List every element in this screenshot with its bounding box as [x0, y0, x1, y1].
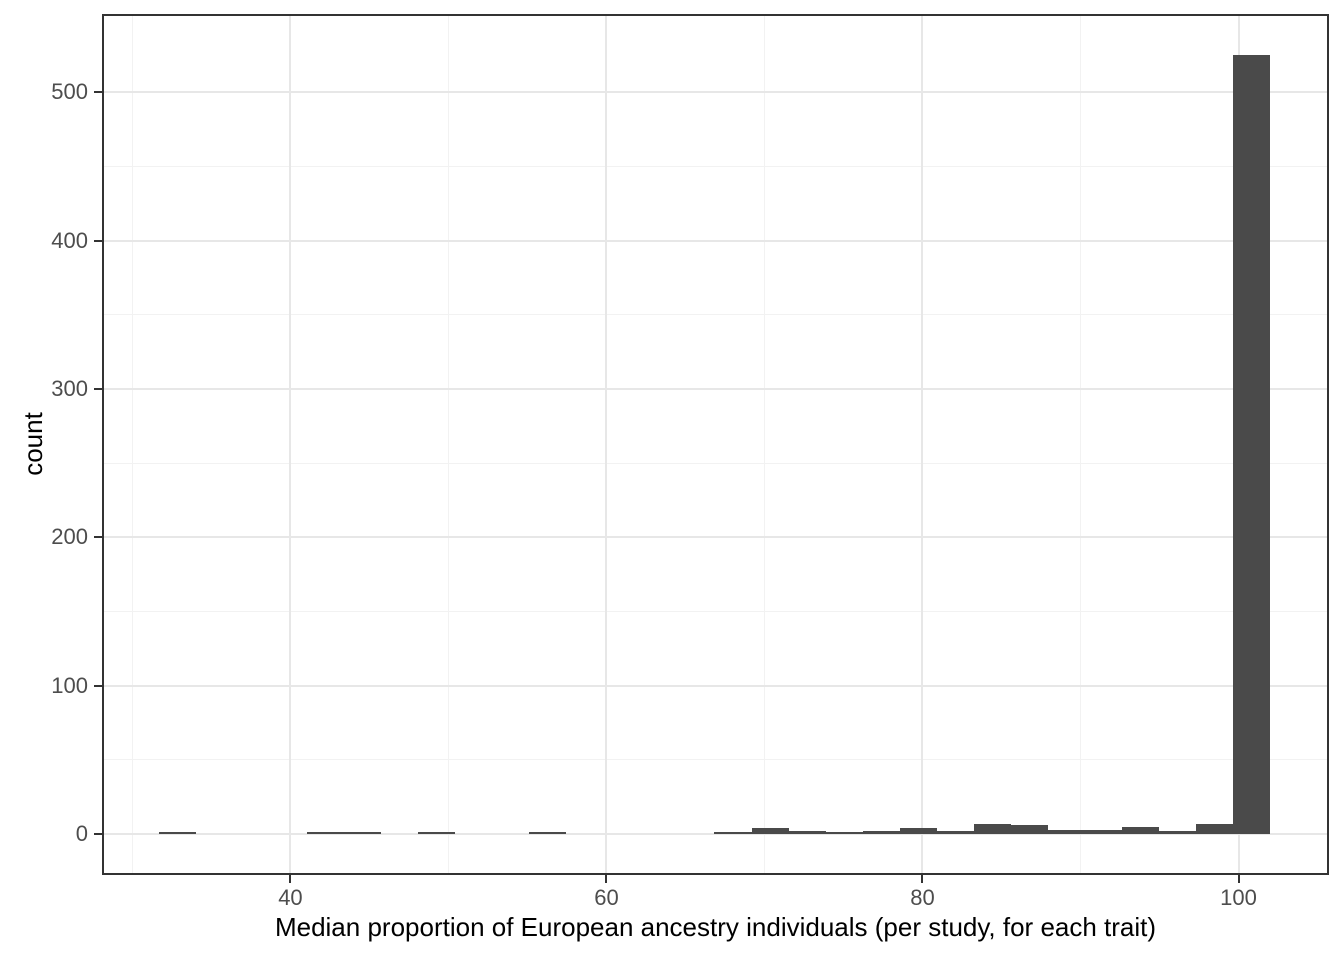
- y-minor-gridline: [104, 166, 1327, 168]
- x-minor-gridline: [1080, 16, 1081, 873]
- y-tick-mark: [94, 239, 102, 242]
- histogram-bar: [973, 823, 1011, 834]
- y-minor-gridline: [104, 462, 1327, 464]
- histogram-bar: [1159, 831, 1197, 834]
- y-major-gridline: [104, 388, 1327, 391]
- x-major-gridline: [605, 16, 608, 873]
- histogram-bar: [825, 832, 863, 834]
- histogram-bar: [343, 832, 381, 834]
- x-axis-title: Median proportion of European ancestry i…: [274, 912, 1157, 942]
- y-tick-mark: [94, 536, 102, 539]
- y-axis-title: count: [18, 412, 48, 476]
- histogram-bar: [1085, 829, 1123, 834]
- histogram-bar: [936, 831, 974, 834]
- x-major-gridline: [289, 16, 292, 873]
- y-tick-mark: [94, 91, 102, 94]
- x-tick-mark: [921, 875, 924, 883]
- x-minor-gridline: [131, 16, 133, 873]
- histogram-bar: [899, 828, 937, 834]
- x-minor-gridline: [763, 16, 765, 873]
- histogram-bar: [751, 828, 789, 834]
- histogram-bar: [1122, 826, 1160, 834]
- x-tick-label: 60: [594, 885, 619, 910]
- histogram-bar: [529, 832, 567, 834]
- x-tick-mark: [289, 875, 292, 883]
- y-minor-gridline: [104, 611, 1327, 612]
- y-major-gridline: [104, 91, 1327, 94]
- histogram-bar: [1010, 825, 1048, 834]
- histogram-bar: [306, 832, 344, 834]
- y-major-gridline: [104, 684, 1327, 687]
- y-tick-mark: [94, 684, 102, 687]
- y-major-gridline: [104, 239, 1327, 242]
- histogram-bar: [1196, 823, 1234, 834]
- y-tick-label: 300: [51, 376, 88, 402]
- x-tick-label: 80: [910, 885, 935, 910]
- x-tick-mark: [1237, 875, 1240, 883]
- histogram-bar: [714, 832, 752, 834]
- x-tick-label: 40: [278, 885, 303, 910]
- y-major-gridline: [104, 832, 1327, 835]
- x-major-gridline: [921, 16, 924, 873]
- histogram-bar: [862, 831, 900, 834]
- y-minor-gridline: [104, 759, 1327, 761]
- histogram-bar: [1047, 829, 1085, 834]
- plot-panel: [102, 14, 1329, 875]
- y-tick-label: 100: [51, 672, 88, 698]
- y-major-gridline: [104, 536, 1327, 539]
- y-tick-mark: [94, 832, 102, 835]
- y-tick-mark: [94, 388, 102, 391]
- histogram-bar: [1233, 55, 1271, 834]
- y-tick-label: 200: [51, 524, 88, 550]
- y-tick-label: 0: [75, 820, 88, 846]
- x-tick-label: 100: [1220, 885, 1257, 910]
- y-tick-label: 500: [51, 79, 88, 105]
- histogram-bar: [788, 831, 826, 834]
- x-tick-mark: [605, 875, 608, 883]
- y-minor-gridline: [104, 314, 1327, 316]
- y-tick-label: 400: [51, 227, 88, 253]
- x-minor-gridline: [447, 16, 449, 873]
- histogram-bar: [158, 832, 196, 834]
- histogram-bar: [418, 832, 456, 834]
